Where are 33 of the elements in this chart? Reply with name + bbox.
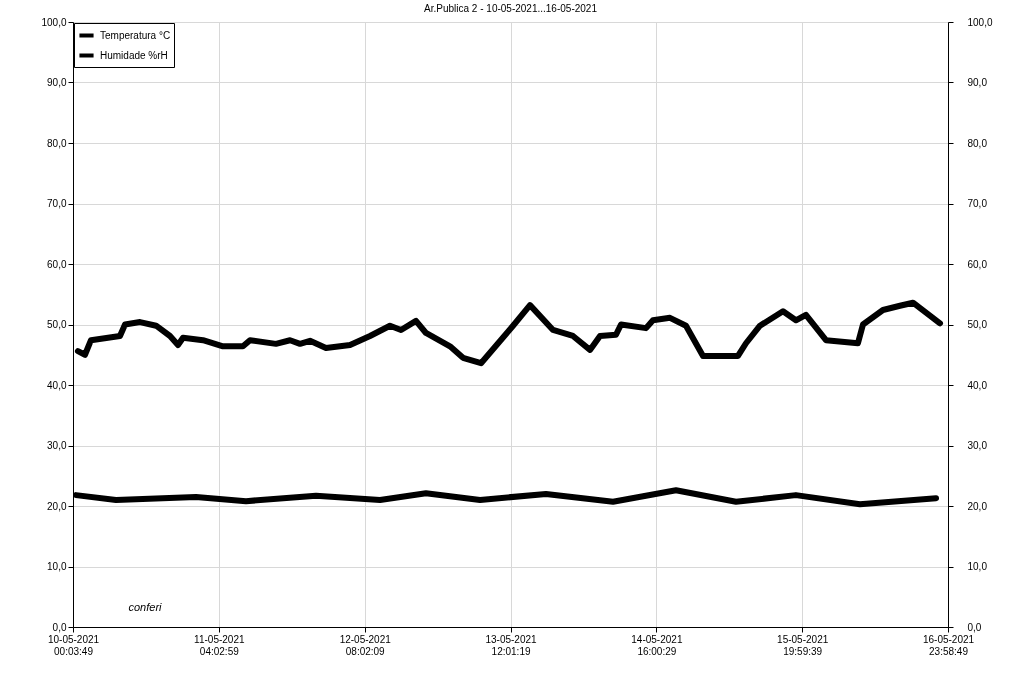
annotation: conferi — [128, 601, 163, 613]
y2-tick-label: 100,0 — [967, 16, 993, 28]
y2-tick-label: 40,0 — [967, 379, 988, 391]
legend-label: Temperatura °C — [100, 29, 171, 41]
y-tick-label: 50,0 — [47, 319, 67, 330]
y-tick-label: 10,0 — [47, 561, 67, 572]
y2-tick-label: 30,0 — [967, 440, 988, 451]
y-tick-label: 60,0 — [47, 258, 67, 270]
x-tick-label: 16-05-2021 23:58:49 — [922, 633, 975, 657]
x-tick-label: 14-05-2021 16:00:29 — [631, 633, 683, 657]
chart-title: Ar.Publica 2 - 10-05-2021...16-05-2021 — [424, 3, 598, 14]
y2-tick-label: 60,0 — [967, 258, 988, 270]
y-tick-label: 0,0 — [52, 621, 67, 633]
y2-tick-label: 20,0 — [967, 500, 988, 512]
y-tick-label: 70,0 — [47, 198, 67, 209]
y-tick-label: 30,0 — [47, 440, 67, 451]
y2-tick-label: 10,0 — [967, 561, 988, 572]
x-tick-label: 15-05-2021 19:59:39 — [777, 633, 829, 657]
y-tick-label: 20,0 — [47, 500, 67, 512]
y-tick-label: 90,0 — [47, 77, 67, 88]
x-tick-label: 11-05-2021 04:02:59 — [194, 633, 245, 657]
y-tick-label: 40,0 — [47, 379, 67, 391]
x-tick-label: 12-05-2021 08:02:09 — [339, 633, 392, 657]
y-tick-label: 100,0 — [41, 16, 67, 28]
y2-tick-label: 0,0 — [967, 621, 982, 633]
y-tick-label: 80,0 — [47, 137, 67, 149]
y2-tick-label: 80,0 — [967, 137, 988, 149]
x-tick-label: 10-05-2021 00:03:49 — [47, 633, 100, 657]
y2-tick-label: 50,0 — [967, 319, 988, 330]
x-tick-label: 13-05-2021 12:01:19 — [485, 633, 538, 657]
y2-tick-label: 90,0 — [967, 77, 988, 88]
legend-label: Humidade %rH — [100, 49, 168, 61]
y2-tick-label: 70,0 — [967, 198, 988, 209]
